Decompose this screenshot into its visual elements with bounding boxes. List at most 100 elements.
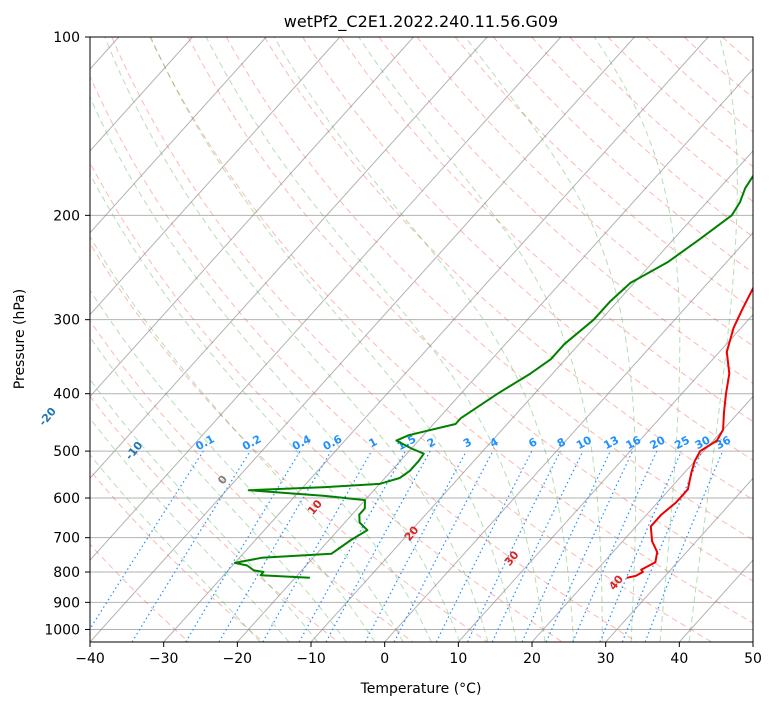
isotherm-line	[90, 37, 488, 480]
moist-adiabat	[90, 95, 461, 642]
y-tick-label: 1000	[44, 622, 80, 638]
moist-adiabat	[593, 37, 681, 642]
y-tick-label: 300	[53, 313, 80, 329]
mixing-ratio-label: 2	[425, 435, 438, 450]
moist-adiabat	[104, 37, 489, 642]
mixing-ratio-line	[218, 450, 332, 642]
moist-adiabat	[90, 417, 290, 642]
x-tick-label: −20	[223, 651, 253, 667]
y-tick-label: 900	[53, 595, 80, 611]
mixing-ratio-line	[545, 450, 634, 642]
moist-adiabat	[358, 37, 603, 642]
moist-adiabat	[688, 37, 738, 642]
mixing-ratio-label: 0.2	[240, 433, 263, 454]
isotherm-line	[90, 37, 193, 152]
mixing-ratio-line	[466, 450, 561, 642]
mixing-ratio-label: 0.1	[193, 432, 216, 453]
dry-adiabat	[493, 37, 753, 274]
dry-adiabat	[569, 37, 753, 203]
isotherm-line	[531, 395, 753, 642]
dry-adiabat	[531, 37, 753, 238]
x-tick-label: 20	[523, 651, 541, 667]
x-tick-label: −10	[296, 651, 326, 667]
plot-frame	[89, 36, 754, 643]
mixing-ratio-label: 20	[648, 433, 668, 452]
profile-line	[626, 286, 753, 579]
isotherm-line	[90, 37, 267, 234]
dry-adiabat	[111, 37, 712, 642]
dry-adiabat	[225, 37, 753, 541]
profile-line	[233, 174, 753, 579]
x-axis-ticks: −40 −30 −20 −10 0 10 20 30 40 50	[75, 642, 762, 667]
moist-adiabat	[90, 172, 432, 642]
mixing-ratio-label: 36	[713, 433, 733, 452]
dry-adiabat	[416, 37, 753, 347]
isotherm-line	[384, 231, 753, 642]
dry-adiabat-label: -20	[36, 405, 59, 429]
moist-adiabat	[90, 453, 261, 642]
moist-adiabat	[90, 336, 347, 642]
mixing-ratio-line	[491, 450, 584, 642]
mixing-ratio-line	[572, 450, 658, 642]
moist-adiabat	[205, 37, 546, 642]
x-tick-label: 50	[744, 651, 762, 667]
isotherm-line	[90, 37, 341, 316]
dry-adiabat	[378, 37, 753, 384]
y-tick-label: 700	[53, 531, 80, 547]
x-tick-label: 0	[380, 651, 389, 667]
mixing-ratio-label: 8	[555, 435, 568, 450]
moist-adiabat	[464, 37, 637, 642]
dry-adiabat-label: 40	[606, 572, 626, 592]
isopleth-labels: 0.10.20.40.611.52346810131620253036-100-…	[36, 405, 733, 593]
y-tick-label: 500	[53, 444, 80, 460]
x-axis-title: Temperature (°C)	[360, 681, 482, 697]
isotherm-line	[236, 68, 753, 642]
moist-adiabat	[273, 37, 575, 642]
y-tick-label: 200	[53, 208, 80, 224]
isotherm-line	[90, 37, 562, 561]
isotherm-line	[163, 37, 709, 642]
x-tick-label: −40	[75, 651, 105, 667]
mixing-ratio-line	[325, 450, 431, 642]
y-tick-label: 800	[53, 565, 80, 581]
profile-series	[233, 174, 753, 579]
x-tick-label: 40	[670, 651, 688, 667]
dry-adiabat-label: -10	[123, 439, 146, 463]
mixing-ratio-label: 1	[367, 435, 380, 450]
mixing-ratio-label: 0.4	[290, 432, 314, 453]
dry-adiabat	[187, 37, 753, 582]
x-tick-label: 30	[597, 651, 615, 667]
isotherm-line	[752, 641, 753, 642]
x-tick-label: −30	[149, 651, 179, 667]
y-tick-label: 100	[53, 30, 80, 46]
dry-adiabat	[340, 37, 753, 423]
dry-adiabat	[90, 161, 563, 642]
isotherm-line	[90, 37, 635, 642]
dry-adiabat	[90, 469, 264, 642]
mixing-ratio-line	[644, 450, 724, 642]
dry-adiabat	[90, 543, 190, 642]
mixing-ratio-label: 16	[624, 433, 644, 452]
mixing-ratio-label: 13	[601, 433, 621, 452]
mixing-ratio-line	[131, 450, 251, 642]
y-tick-label: 600	[53, 491, 80, 507]
mixing-ratio-line	[521, 450, 611, 642]
mixing-ratio-label: 10	[574, 433, 594, 452]
mixing-ratio-label: 0.6	[321, 432, 345, 453]
moist-adiabat	[90, 289, 376, 642]
mixing-ratio-label: 6	[526, 435, 539, 450]
mixing-ratio-label: 3	[461, 435, 474, 450]
isotherm-line	[310, 150, 753, 642]
dry-adiabat	[302, 37, 753, 461]
mixing-ratio-line	[298, 450, 406, 642]
background-lines	[90, 37, 753, 642]
isotherm-line	[90, 37, 414, 398]
dry-adiabat	[90, 242, 488, 642]
dry-adiabat	[90, 75, 638, 642]
y-axis-title: Pressure (hPa)	[12, 289, 28, 389]
mixing-ratio-label: 4	[488, 435, 501, 450]
dry-adiabat	[645, 37, 753, 133]
dry-adiabat	[90, 395, 339, 642]
x-tick-label: 10	[449, 651, 467, 667]
